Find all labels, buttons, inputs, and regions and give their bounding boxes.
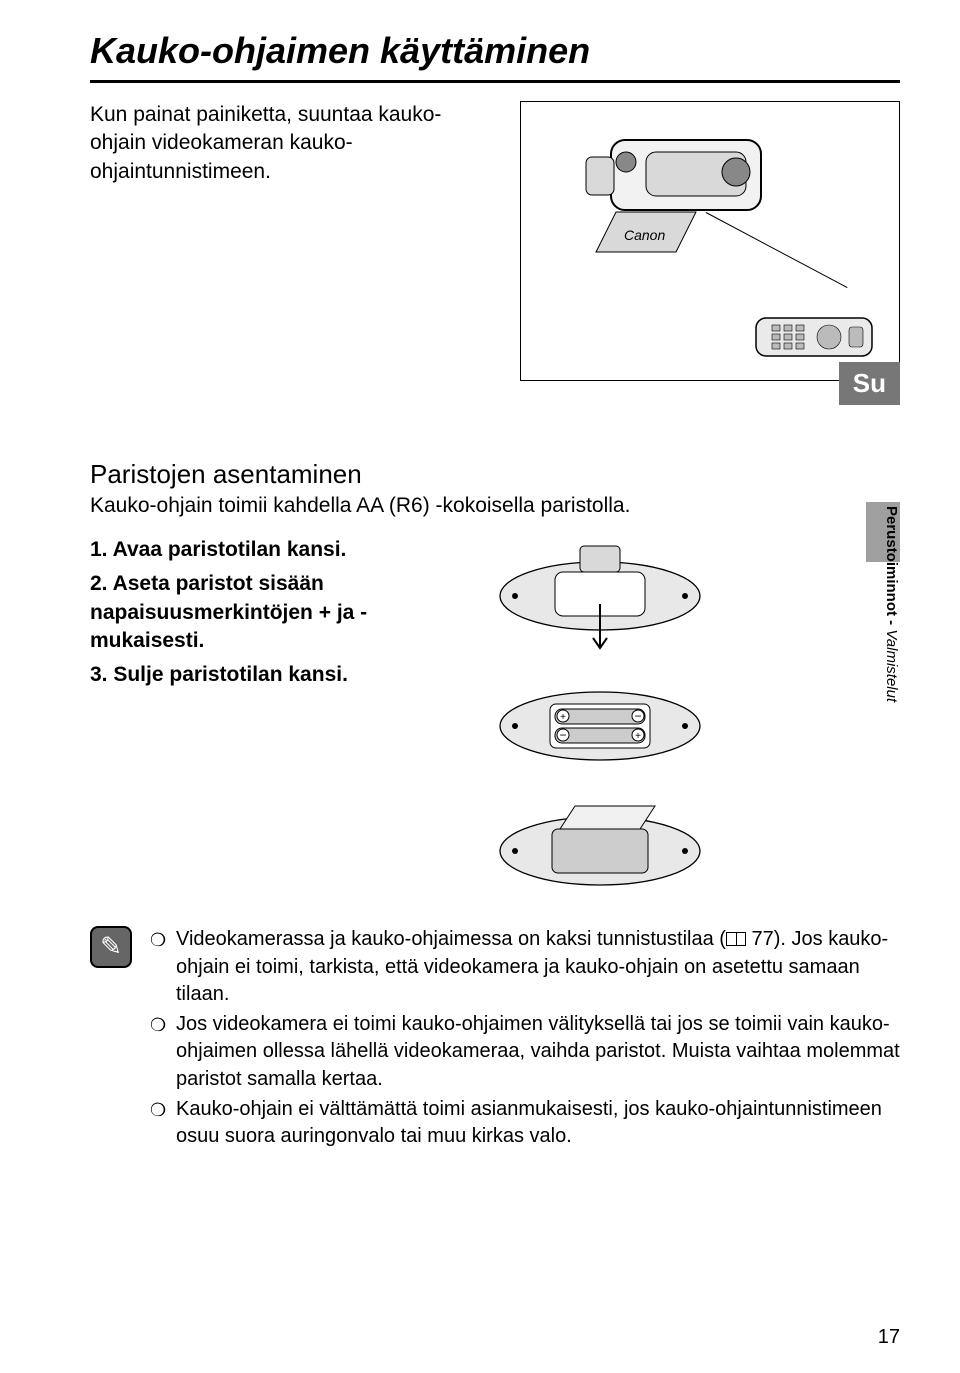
notes-icon: ✎ — [90, 926, 132, 968]
steps-list: 1. Avaa paristotilan kansi. 2. Aseta par… — [90, 536, 460, 696]
chapter-tab-line1: Perustoiminnot - — [883, 506, 900, 625]
svg-text:−: − — [559, 728, 566, 742]
section-subtext: Kauko-ohjain toimii kahdella AA (R6) -ko… — [90, 494, 900, 518]
page-number: 17 — [878, 1326, 900, 1349]
note-2: Jos videokamera ei toimi kauko-ohjaimen … — [150, 1011, 900, 1094]
note-1-pre: Videokamerassa ja kauko-ohjaimessa on ka… — [176, 928, 726, 950]
language-badge: Su — [839, 362, 900, 405]
camcorder-icon: Canon — [576, 122, 806, 262]
svg-text:+: + — [560, 712, 566, 723]
notes-block: ✎ Videokamerassa ja kauko-ohjaimessa on … — [90, 926, 900, 1153]
svg-text:+: + — [635, 731, 641, 742]
notes-body: Videokamerassa ja kauko-ohjaimessa on ka… — [150, 926, 900, 1153]
note-3: Kauko-ohjain ei välttämättä toimi asianm… — [150, 1096, 900, 1151]
step-1: 1. Avaa paristotilan kansi. — [90, 536, 460, 564]
note-1: Videokamerassa ja kauko-ohjaimessa on ka… — [150, 926, 900, 1009]
intro-row: Kun painat painiketta, suuntaa kauko-ohj… — [90, 101, 900, 381]
svg-text:−: − — [634, 709, 641, 723]
book-icon — [726, 932, 746, 946]
step-3: 3. Sulje paristotilan kansi. — [90, 661, 460, 689]
chapter-tab-line2: Valmistelut — [883, 629, 900, 702]
page-title: Kauko-ohjaimen käyttäminen — [90, 30, 900, 72]
chapter-tab-text: Perustoiminnot - Valmistelut — [866, 502, 900, 722]
intro-text: Kun painat painiketta, suuntaa kauko-ohj… — [90, 101, 490, 186]
section-heading: Paristojen asentaminen — [90, 459, 900, 490]
battery-illustration: + − − + — [470, 536, 740, 896]
note-1-pageref: 77 — [746, 928, 774, 950]
remote-icon — [754, 310, 874, 365]
chapter-tab: Perustoiminnot - Valmistelut — [866, 502, 900, 722]
hero-illustration: Canon — [520, 101, 900, 381]
step-2: 2. Aseta paristot sisään napaisuusmerkin… — [90, 570, 460, 655]
steps-row: 1. Avaa paristotilan kansi. 2. Aseta par… — [90, 536, 900, 896]
title-underline — [90, 80, 900, 83]
camera-brand-label: Canon — [624, 227, 665, 243]
